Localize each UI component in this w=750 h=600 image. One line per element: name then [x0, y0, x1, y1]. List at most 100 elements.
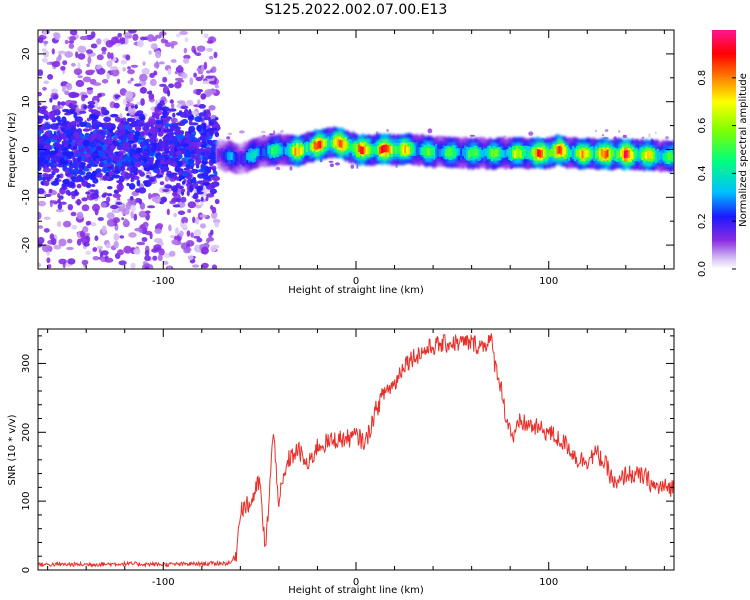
tone-cell — [223, 152, 226, 160]
noise-blob — [53, 154, 57, 159]
noise-blob — [206, 40, 213, 44]
noise-blob — [62, 178, 70, 185]
tone-cell — [417, 146, 420, 155]
noise-blob — [95, 169, 100, 174]
noise-blob — [80, 147, 85, 153]
noise-blob — [170, 235, 175, 239]
noise-blob — [106, 196, 111, 203]
noise-blob — [114, 116, 121, 122]
noise-blob — [67, 191, 72, 196]
noise-blob — [162, 109, 167, 115]
noise-blob — [594, 129, 598, 133]
noise-blob — [124, 124, 131, 130]
noise-blob — [169, 250, 176, 257]
noise-blob — [158, 248, 165, 256]
tone-cell — [458, 148, 461, 156]
noise-blob — [50, 161, 55, 169]
noise-blob — [128, 232, 137, 238]
noise-blob — [86, 49, 93, 54]
tone-cell — [330, 139, 334, 148]
noise-blob — [90, 222, 97, 227]
tone-cell — [641, 152, 644, 160]
noise-blob — [123, 245, 132, 254]
noise-blob — [154, 50, 162, 59]
noise-blob — [127, 140, 136, 144]
noise-blob — [214, 198, 220, 205]
noise-blob — [106, 60, 113, 68]
noise-blob — [50, 88, 59, 94]
noise-blob — [167, 89, 171, 97]
tone-cell — [248, 152, 251, 161]
tone-cell — [662, 153, 665, 161]
noise-blob — [62, 220, 72, 228]
noise-blob — [73, 167, 79, 175]
noise-blob — [203, 122, 207, 129]
noise-blob — [119, 37, 126, 42]
noise-blob — [206, 238, 210, 244]
noise-blob — [82, 128, 90, 132]
tone-cell — [238, 155, 241, 164]
tone-cell — [340, 140, 343, 149]
tone-cell — [625, 150, 629, 158]
noise-blob — [172, 204, 181, 208]
noise-blob — [528, 131, 534, 136]
tone-cell — [500, 149, 503, 157]
noise-blob — [46, 257, 51, 264]
noise-blob — [38, 125, 42, 130]
tone-cell — [304, 145, 307, 154]
tone-cell — [606, 149, 609, 158]
noise-blob — [260, 130, 266, 134]
noise-blob — [56, 174, 61, 180]
noise-blob — [147, 205, 156, 209]
noise-blob — [109, 66, 119, 71]
tone-cell — [352, 144, 355, 152]
noise-blob — [187, 209, 192, 213]
noise-blob — [201, 246, 209, 255]
noise-blob — [206, 139, 211, 144]
noise-blob — [123, 98, 127, 106]
noise-blob — [65, 168, 69, 175]
noise-blob — [130, 210, 134, 219]
tone-cell — [604, 151, 607, 159]
noise-blob — [140, 131, 145, 138]
noise-blob — [69, 151, 74, 157]
noise-blob — [84, 175, 90, 181]
tone-cell — [329, 139, 332, 148]
tone-cell — [413, 146, 417, 154]
tone-cell — [325, 139, 328, 147]
noise-blob — [101, 46, 107, 53]
noise-blob — [91, 133, 97, 139]
tone-cell — [608, 150, 611, 159]
tone-cell — [263, 148, 266, 157]
noise-blob — [174, 165, 180, 173]
tone-cell — [521, 150, 524, 158]
noise-blob — [117, 128, 126, 136]
tone-cell — [384, 144, 388, 153]
tone-cell — [556, 146, 559, 155]
noise-blob — [165, 159, 172, 164]
tone-cell — [508, 149, 511, 158]
noise-blob — [211, 66, 217, 73]
noise-blob — [196, 237, 203, 243]
noise-blob — [94, 189, 99, 197]
tone-cell — [595, 150, 598, 159]
tone-cell — [402, 146, 405, 154]
noise-blob — [200, 196, 204, 202]
noise-blob — [153, 120, 163, 125]
noise-blob — [81, 197, 88, 202]
noise-blob — [169, 99, 174, 104]
spectrogram-ytick-label: 10 — [21, 95, 32, 108]
noise-blob — [83, 158, 91, 162]
noise-blob — [125, 54, 131, 61]
noise-blob — [641, 136, 645, 139]
noise-blob — [185, 164, 191, 169]
noise-blob — [213, 170, 218, 178]
noise-blob — [173, 146, 178, 153]
noise-blob — [654, 131, 657, 134]
noise-blob — [192, 264, 200, 268]
tone-cell — [356, 146, 359, 154]
noise-blob — [206, 47, 213, 52]
spectrogram-xtick-label: 0 — [353, 276, 359, 287]
noise-blob — [163, 123, 171, 127]
noise-blob — [116, 161, 123, 167]
